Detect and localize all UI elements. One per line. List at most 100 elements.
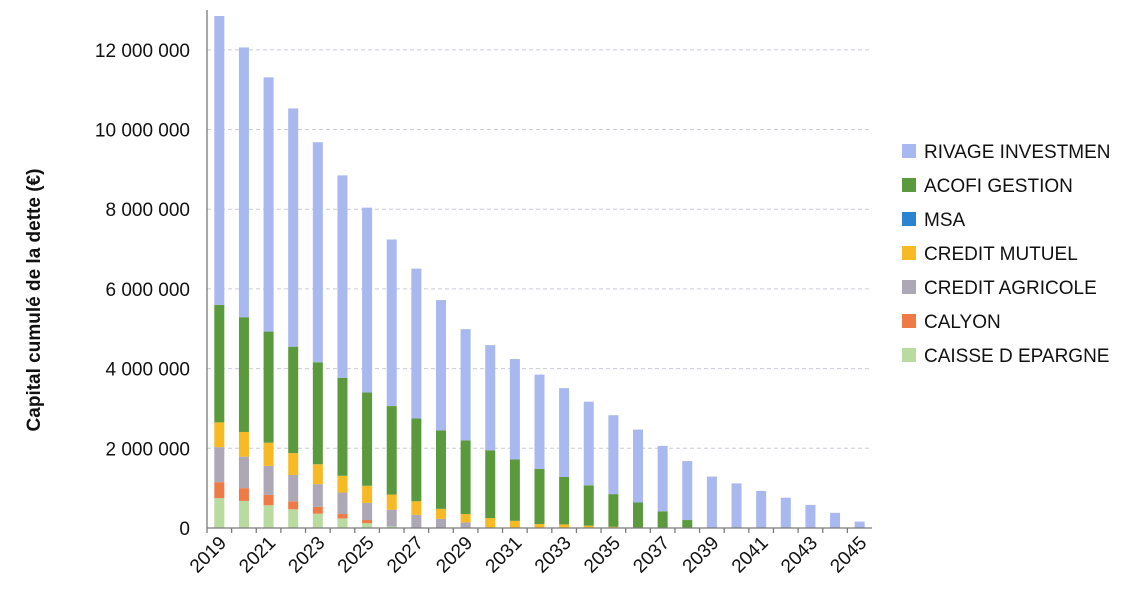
bar-caisse-d-epargne-2026: [386, 526, 397, 528]
bar-credit-mutuel-2024: [337, 475, 348, 493]
bar-rivage-investmen-2033: [559, 388, 570, 477]
bar-caisse-d-epargne-2021: [263, 505, 274, 528]
bar-rivage-investmen-2023: [312, 142, 323, 363]
bars-layer: [206, 15, 865, 533]
legend-swatch: [902, 178, 916, 192]
bar-rivage-investmen-2028: [435, 300, 446, 431]
bar-credit-mutuel-2029: [460, 514, 471, 523]
bar-rivage-investmen-2036: [633, 429, 644, 503]
bar-credit-mutuel-2034: [583, 525, 594, 528]
bar-calyon-2022: [288, 501, 299, 510]
bar-acofi-gestion-2034: [583, 485, 594, 526]
bar-credit-agricole-2027: [411, 514, 422, 528]
legend-label: RIVAGE INVESTMEN: [924, 142, 1111, 163]
bar-credit-agricole-2019: [214, 447, 225, 483]
bar-rivage-investmen-2042: [780, 497, 791, 528]
legend-swatch: [902, 246, 916, 260]
y-tick-labels: 0 2 000 000 4 000 000 6 000 000 8 000 000 10 …: [95, 41, 190, 540]
bar-credit-agricole-2029: [460, 522, 471, 528]
bar-acofi-gestion-2037: [657, 511, 668, 528]
bar-rivage-investmen-2027: [411, 268, 422, 419]
bar-acofi-gestion-2023: [312, 362, 323, 465]
bar-rivage-investmen-2045: [854, 521, 865, 528]
bar-credit-agricole-2020: [238, 456, 249, 489]
bar-credit-mutuel-2022: [288, 453, 299, 476]
bar-credit-agricole-2025: [362, 502, 373, 521]
bar-acofi-gestion-2035: [608, 494, 619, 527]
legend-label: CAISSE D EPARGNE: [924, 346, 1109, 367]
bar-calyon-2020: [238, 488, 249, 501]
bar-acofi-gestion-2025: [362, 392, 373, 486]
bar-credit-mutuel-2019: [214, 422, 225, 448]
bar-credit-mutuel-2023: [312, 464, 323, 485]
bar-rivage-investmen-2038: [682, 461, 693, 521]
bar-acofi-gestion-2031: [509, 459, 520, 521]
y-tick-label: 6 000 000: [105, 280, 190, 301]
bar-acofi-gestion-2024: [337, 377, 348, 476]
bar-rivage-investmen-2041: [756, 490, 767, 528]
bar-acofi-gestion-2033: [559, 476, 570, 525]
bar-acofi-gestion-2032: [534, 469, 545, 525]
bar-acofi-gestion-2026: [386, 406, 397, 495]
bar-credit-mutuel-2027: [411, 501, 422, 515]
bar-rivage-investmen-2044: [830, 512, 841, 528]
bar-calyon-2019: [214, 482, 225, 499]
y-tick-label: 12 000 000: [95, 41, 190, 62]
bar-credit-mutuel-2032: [534, 524, 545, 528]
x-tick-label: 2045: [826, 533, 871, 578]
x-tick-label: 2023: [285, 533, 330, 578]
bar-credit-agricole-2028: [435, 518, 446, 528]
legend-swatch: [902, 348, 916, 362]
bar-calyon-2023: [312, 506, 323, 514]
bar-rivage-investmen-2022: [288, 108, 299, 347]
bar-rivage-investmen-2029: [460, 329, 471, 441]
legend-label: CREDIT MUTUEL: [924, 244, 1078, 265]
bar-calyon-2021: [263, 494, 274, 506]
x-tick-label: 2027: [383, 533, 428, 578]
bar-credit-agricole-2021: [263, 465, 274, 495]
x-tick-label: 2039: [679, 533, 724, 578]
legend-label: CALYON: [924, 312, 1001, 333]
y-tick-label: 8 000 000: [105, 200, 190, 221]
bar-caisse-d-epargne-2025: [362, 523, 373, 528]
bar-rivage-investmen-2043: [805, 504, 816, 528]
bar-acofi-gestion-2020: [238, 317, 249, 432]
x-tick-label: 2021: [235, 533, 280, 578]
bar-rivage-investmen-2021: [263, 77, 274, 332]
x-tick-label: 2019: [186, 533, 231, 578]
legend-swatch: [902, 280, 916, 294]
legend-label: CREDIT AGRICOLE: [924, 278, 1097, 299]
x-tick-label: 2041: [728, 533, 773, 578]
y-tick-label: 4 000 000: [105, 360, 190, 381]
bar-credit-mutuel-2025: [362, 485, 373, 503]
bar-credit-mutuel-2026: [386, 494, 397, 510]
x-tick-labels: 2019 2021 2023 2025 2027 2029 2031 2033 2035 2037…: [186, 533, 871, 578]
bar-rivage-investmen-2024: [337, 175, 348, 378]
bar-credit-mutuel-2030: [485, 518, 496, 528]
legend-label: MSA: [924, 210, 966, 231]
x-tick-label: 2029: [432, 533, 477, 578]
bar-caisse-d-epargne-2019: [214, 498, 225, 528]
bar-rivage-investmen-2032: [534, 374, 545, 470]
bar-rivage-investmen-2040: [731, 483, 742, 528]
bar-rivage-investmen-2030: [485, 345, 496, 451]
legend: RIVAGE INVESTMEN ACOFI GESTION MSA CREDIT M…: [902, 142, 1111, 367]
legend-swatch: [902, 144, 916, 158]
bar-credit-mutuel-2033: [559, 524, 570, 528]
bar-caisse-d-epargne-2022: [288, 509, 299, 528]
bar-acofi-gestion-2022: [288, 346, 299, 454]
x-tick-label: 2025: [334, 533, 379, 578]
bar-rivage-investmen-2026: [386, 239, 397, 407]
bar-acofi-gestion-2027: [411, 418, 422, 502]
bar-acofi-gestion-2021: [263, 331, 274, 443]
bar-credit-agricole-2026: [386, 509, 397, 527]
bar-credit-agricole-2024: [337, 492, 348, 515]
bar-acofi-gestion-2030: [485, 450, 496, 519]
bar-acofi-gestion-2029: [460, 440, 471, 515]
bar-calyon-2024: [337, 514, 348, 519]
legend-swatch: [902, 314, 916, 328]
bar-caisse-d-epargne-2023: [312, 513, 323, 528]
y-tick-label: 10 000 000: [95, 121, 190, 142]
bar-calyon-2025: [362, 520, 373, 524]
